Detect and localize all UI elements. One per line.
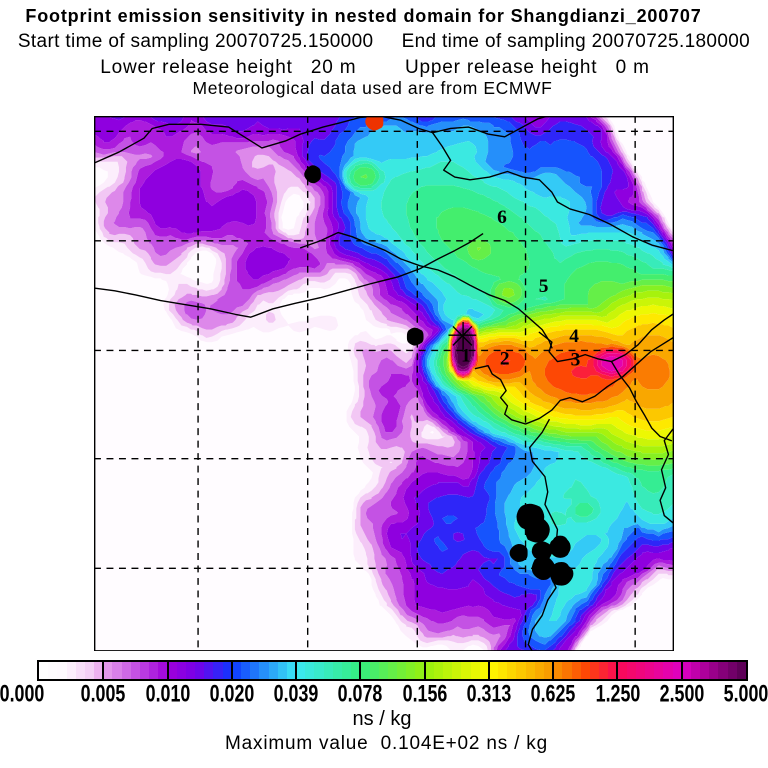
svg-text:1: 1: [461, 345, 471, 366]
svg-text:2: 2: [499, 348, 509, 369]
svg-text:4: 4: [569, 326, 579, 347]
svg-text:6: 6: [497, 206, 507, 227]
svg-text:3: 3: [570, 349, 580, 370]
svg-text:5: 5: [538, 276, 548, 297]
